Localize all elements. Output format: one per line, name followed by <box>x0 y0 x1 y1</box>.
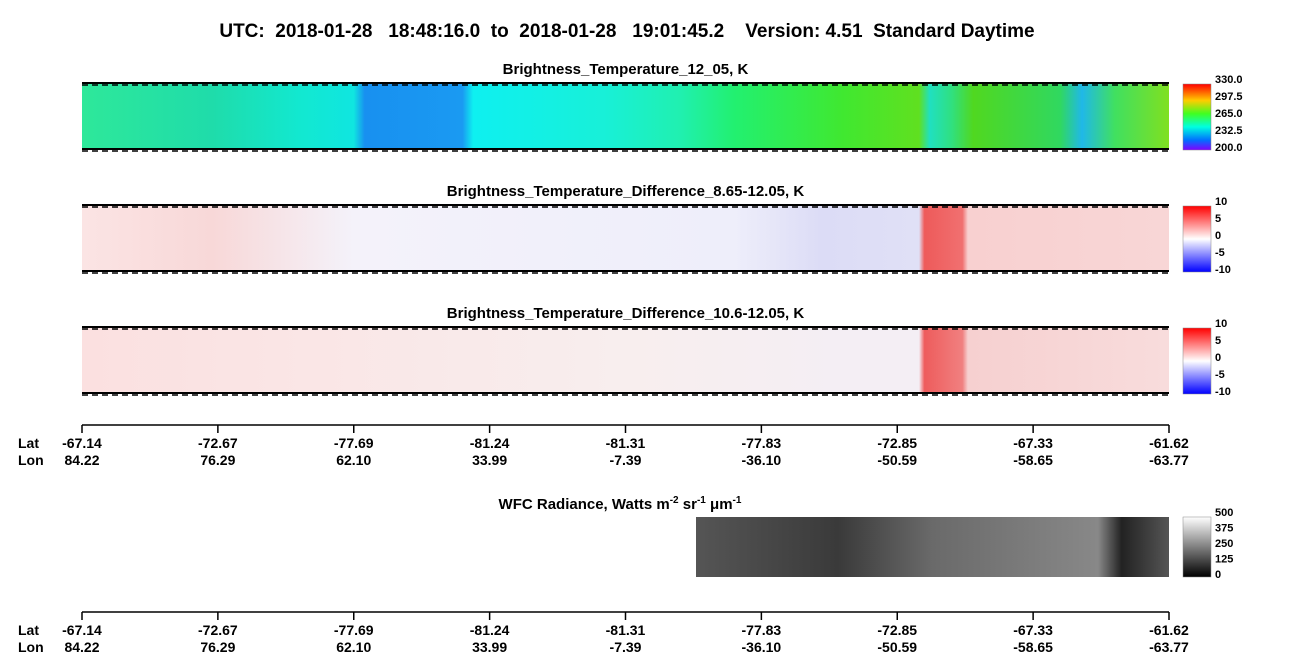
lat-value: -81.31 <box>606 435 646 451</box>
lat-value: -61.62 <box>1149 435 1189 451</box>
colorbar-tick-label: 10 <box>1215 318 1227 330</box>
lon-label: Lon <box>18 639 44 655</box>
title-part: μm <box>706 496 733 513</box>
panel-image <box>82 84 1169 150</box>
colorbar-tick-label: 500 <box>1215 507 1233 519</box>
lat-value: -67.33 <box>1013 622 1053 638</box>
lat-value: -67.14 <box>62 622 102 638</box>
colorbar-tick-label: 5 <box>1215 335 1221 347</box>
lat-value: -77.69 <box>334 435 374 451</box>
lon-value: -63.77 <box>1149 452 1189 468</box>
lon-value: -7.39 <box>610 639 642 655</box>
lat-value: -77.69 <box>334 622 374 638</box>
colorbar-tick-label: 250 <box>1215 538 1233 550</box>
colorbar-tick-label: 0 <box>1215 230 1221 242</box>
colorbar-tick-label: 0 <box>1215 352 1221 364</box>
lon-value: 84.22 <box>64 639 99 655</box>
lon-value: -7.39 <box>610 452 642 468</box>
lat-value: -77.83 <box>742 435 782 451</box>
lon-value: -36.10 <box>742 639 782 655</box>
lat-value: -72.67 <box>198 435 238 451</box>
colorbar-tick-label: 0 <box>1215 569 1221 581</box>
lon-label: Lon <box>18 452 44 468</box>
panel-image <box>82 206 1169 272</box>
wfc-image <box>696 517 1169 577</box>
panel-title: Brightness_Temperature_Difference_10.6-1… <box>447 305 805 322</box>
colorbar <box>1182 83 1212 151</box>
lon-value: -50.59 <box>877 639 917 655</box>
title-part: sr <box>679 496 698 513</box>
lon-value: 62.10 <box>336 639 371 655</box>
lon-value: 33.99 <box>472 639 507 655</box>
colorbar-tick-label: 265.0 <box>1215 108 1243 120</box>
lon-value: 84.22 <box>64 452 99 468</box>
colorbar-tick-label: -5 <box>1215 369 1225 381</box>
colorbar-tick-label: 200.0 <box>1215 142 1243 154</box>
panel-title: Brightness_Temperature_Difference_8.65-1… <box>447 183 805 200</box>
lat-value: -67.33 <box>1013 435 1053 451</box>
lat-value: -67.14 <box>62 435 102 451</box>
lon-value: -58.65 <box>1013 639 1053 655</box>
lat-label: Lat <box>18 435 39 451</box>
colorbar-tick-label: -5 <box>1215 247 1225 259</box>
colorbar <box>1182 205 1212 273</box>
page-title: UTC: 2018-01-28 18:48:16.0 to 2018-01-28… <box>219 21 1034 42</box>
colorbar-tick-label: 125 <box>1215 553 1233 565</box>
colorbar-tick-label: 375 <box>1215 522 1233 534</box>
panel-title: Brightness_Temperature_12_05, K <box>503 61 749 78</box>
lon-value: 33.99 <box>472 452 507 468</box>
colorbar-tick-label: -10 <box>1215 264 1231 276</box>
colorbar-tick-label: 10 <box>1215 196 1227 208</box>
colorbar <box>1182 327 1212 395</box>
colorbar <box>1182 516 1212 578</box>
lat-value: -81.24 <box>470 622 510 638</box>
lon-value: -36.10 <box>742 452 782 468</box>
lon-value: -63.77 <box>1149 639 1189 655</box>
superscript: -1 <box>697 495 706 506</box>
colorbar-tick-label: 232.5 <box>1215 125 1243 137</box>
lon-value: -58.65 <box>1013 452 1053 468</box>
lon-value: 76.29 <box>200 639 235 655</box>
lat-value: -72.85 <box>877 622 917 638</box>
colorbar-tick-label: 330.0 <box>1215 74 1243 86</box>
panel-image <box>82 328 1169 394</box>
lat-value: -72.85 <box>877 435 917 451</box>
lat-label: Lat <box>18 622 39 638</box>
colorbar-tick-label: -10 <box>1215 386 1231 398</box>
colorbar-tick-label: 5 <box>1215 213 1221 225</box>
superscript: -2 <box>670 495 679 506</box>
lat-value: -81.31 <box>606 622 646 638</box>
lon-value: 62.10 <box>336 452 371 468</box>
superscript: -1 <box>733 495 742 506</box>
lat-value: -61.62 <box>1149 622 1189 638</box>
colorbar-tick-label: 297.5 <box>1215 91 1243 103</box>
lat-value: -72.67 <box>198 622 238 638</box>
lon-value: 76.29 <box>200 452 235 468</box>
title-part: WFC Radiance, Watts m <box>499 496 670 513</box>
lon-value: -50.59 <box>877 452 917 468</box>
lat-value: -77.83 <box>742 622 782 638</box>
wfc-title: WFC Radiance, Watts m-2 sr-1 μm-1 <box>499 495 742 513</box>
lat-value: -81.24 <box>470 435 510 451</box>
